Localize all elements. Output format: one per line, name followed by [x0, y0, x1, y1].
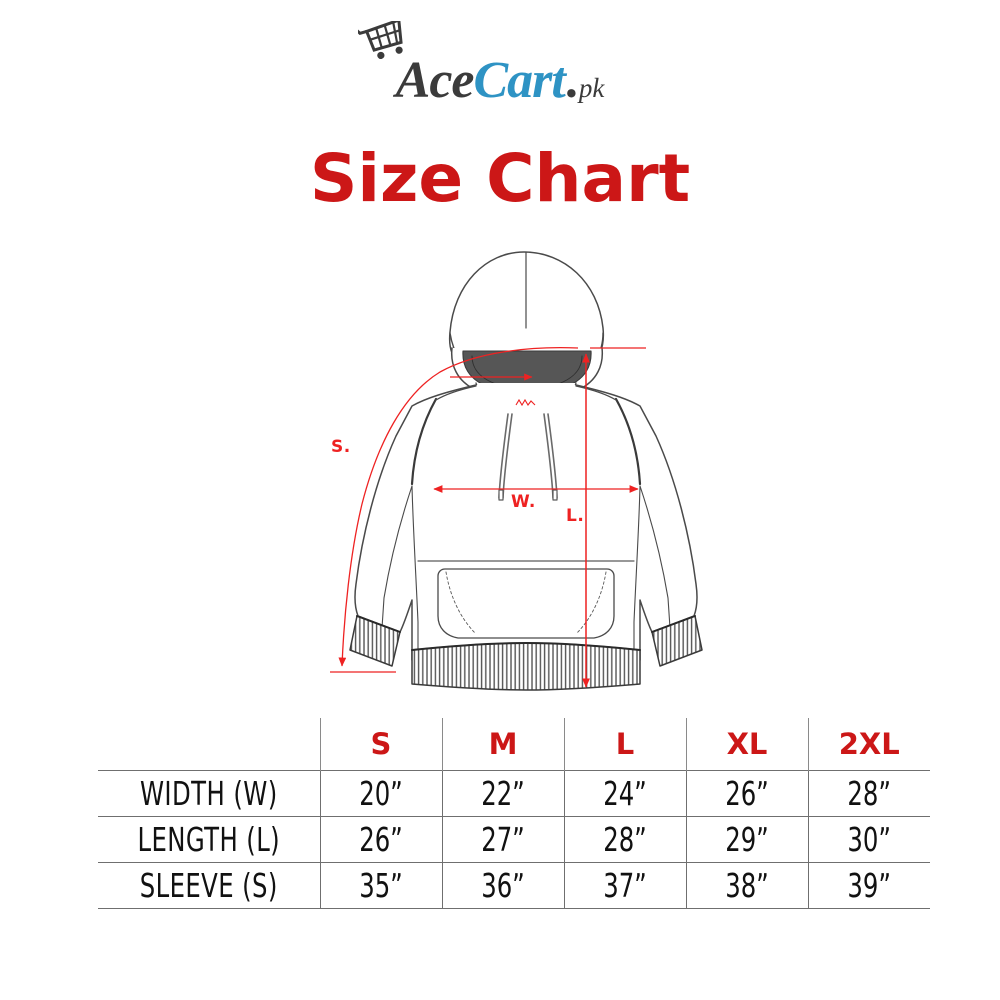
cell-width-s: 20” — [330, 770, 432, 817]
cell-length-2xl: 30” — [818, 816, 920, 863]
brand-logo: Ace Cart . pk — [0, 17, 1000, 116]
cell-length-m: 27” — [452, 816, 554, 863]
brand-name-cart: Cart — [473, 51, 565, 109]
page-title: Size Chart — [309, 140, 691, 217]
cell-sleeve-xl: 38” — [696, 862, 798, 909]
length-measure-label: L. — [566, 506, 585, 526]
cell-width-l: 24” — [574, 770, 676, 817]
table-row: SLEEVE (S) 35” 36” 37” 38” 39” — [98, 862, 930, 909]
cell-length-l: 28” — [574, 816, 676, 863]
row-label-length: LENGTH (L) — [117, 816, 301, 863]
hoodie-technical-drawing — [300, 236, 720, 706]
sleeve-measure-label: S. — [331, 437, 351, 457]
brand-tld: pk — [578, 72, 605, 103]
width-measure-label: W. — [511, 492, 536, 512]
size-header-l: L — [563, 718, 686, 771]
cell-width-2xl: 28” — [818, 770, 920, 817]
table-row: WIDTH (W) 20” 22” 24” 26” 28” — [98, 770, 930, 817]
size-chart-table: S M L XL 2XL WIDTH (W) 20” 22” 24” 26” 2… — [98, 718, 930, 909]
cell-sleeve-l: 37” — [574, 862, 676, 909]
cell-sleeve-2xl: 39” — [818, 862, 920, 909]
cell-sleeve-m: 36” — [452, 862, 554, 909]
brand-name-ace: Ace — [395, 51, 475, 109]
cell-length-s: 26” — [330, 816, 432, 863]
size-header-xl: XL — [685, 718, 808, 771]
brand-dot: . — [564, 51, 578, 109]
row-label-sleeve: SLEEVE (S) — [117, 862, 301, 909]
size-header-s: S — [319, 718, 442, 771]
table-header-row: S M L XL 2XL — [98, 718, 930, 771]
size-header-2xl: 2XL — [807, 718, 930, 771]
shopping-cart-icon — [353, 17, 410, 65]
size-header-m: M — [441, 718, 564, 771]
table-corner-cell — [98, 718, 320, 771]
cell-width-m: 22” — [452, 770, 554, 817]
cell-sleeve-s: 35” — [330, 862, 432, 909]
cell-width-xl: 26” — [696, 770, 798, 817]
row-label-width: WIDTH (W) — [117, 770, 301, 817]
cell-length-xl: 29” — [696, 816, 798, 863]
table-row: LENGTH (L) 26” 27” 28” 29” 30” — [98, 816, 930, 863]
